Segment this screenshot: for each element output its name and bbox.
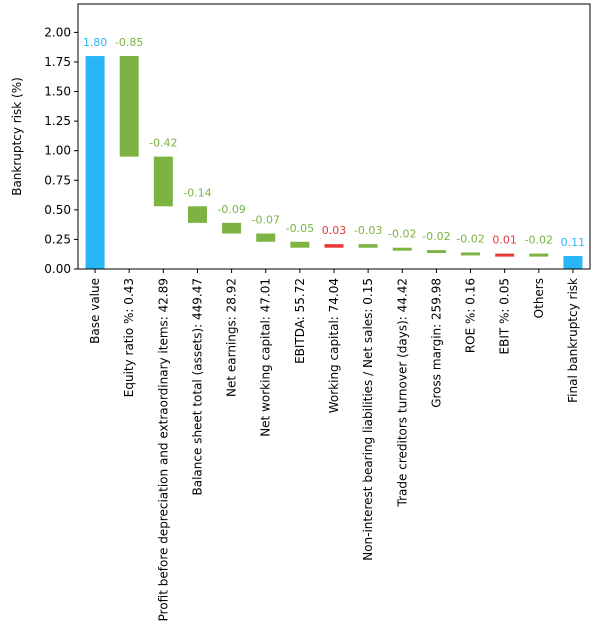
data-label: -0.14 [183,186,211,199]
bar-1 [85,56,105,269]
bars-layer [85,56,583,269]
bar-2 [119,56,139,157]
bar-13 [495,253,515,257]
x-tick-label: Trade creditors turnover (days): 44.42 [395,278,409,507]
x-tick-label: Gross margin: 259.98 [429,278,443,408]
y-tick-label: 2.00 [44,25,71,39]
bar-9 [358,244,378,248]
x-tick-label: Net earnings: 28.92 [225,278,239,397]
bar-4 [187,206,207,223]
y-tick-label: 0.75 [44,173,71,187]
bar-12 [461,252,481,256]
data-label: 0.03 [322,224,347,237]
data-label: 0.11 [561,236,586,249]
bar-5 [222,222,242,234]
data-label: -0.05 [286,222,314,235]
x-tick-label: Profit before depreciation and extraordi… [156,278,170,621]
data-label: -0.02 [525,234,553,247]
x-tick-label: Others [532,278,546,318]
y-tick-label: 0.25 [44,232,71,246]
y-tick-label: 1.00 [44,144,71,158]
data-label: 1.80 [83,36,108,49]
bar-8 [324,244,344,248]
bar-3 [153,156,173,207]
x-tick-label: Working capital: 74.04 [327,278,341,413]
x-tick-label: ROE %: 0.16 [464,278,478,353]
data-label: -0.09 [217,203,245,216]
data-label: 0.01 [492,234,517,247]
bar-15 [563,255,583,269]
data-label: -0.02 [388,228,416,241]
x-tick-label: EBITDA: 55.72 [293,278,307,364]
x-tick-label: Final bankruptcy risk [566,278,580,403]
y-tick-label: 0.50 [44,203,71,217]
x-tick-label: Non-interest bearing liabilities / Net s… [361,278,375,561]
x-tick-label: Base value [88,278,102,344]
data-label: -0.42 [149,137,177,150]
x-tick-label: Balance sheet total (assets): 449.47 [190,278,204,495]
bar-10 [392,247,412,251]
y-tick-label: 1.50 [44,85,71,99]
data-label: -0.02 [456,232,484,245]
x-axis: Base value Equity ratio %: 0.43 Profit bef… [88,269,580,621]
data-labels-layer: 1.80 -0.85 -0.42 -0.14 -0.09 -0.07 -0.05 0.03 -0… [83,36,585,249]
bar-14 [529,253,549,257]
bar-7 [290,241,310,248]
bar-6 [256,233,276,242]
data-label: -0.02 [422,230,450,243]
x-tick-label: Net working capital: 47.01 [259,278,273,437]
y-axis: 0.00 0.25 0.50 0.75 1.00 1.25 1.50 1.75 2.00 [44,25,78,276]
x-tick-label: Equity ratio %: 0.43 [122,278,136,397]
y-axis-label: Bankruptcy risk (%) [10,77,24,196]
data-label: -0.85 [115,36,143,49]
data-label: -0.07 [251,214,279,227]
y-tick-label: 1.75 [44,55,71,69]
data-label: -0.03 [354,224,382,237]
x-tick-label: EBIT %: 0.05 [498,278,512,354]
bar-11 [426,250,446,254]
y-tick-label: 0.00 [44,262,71,276]
plot-frame [77,3,591,270]
y-tick-label: 1.25 [44,114,71,128]
